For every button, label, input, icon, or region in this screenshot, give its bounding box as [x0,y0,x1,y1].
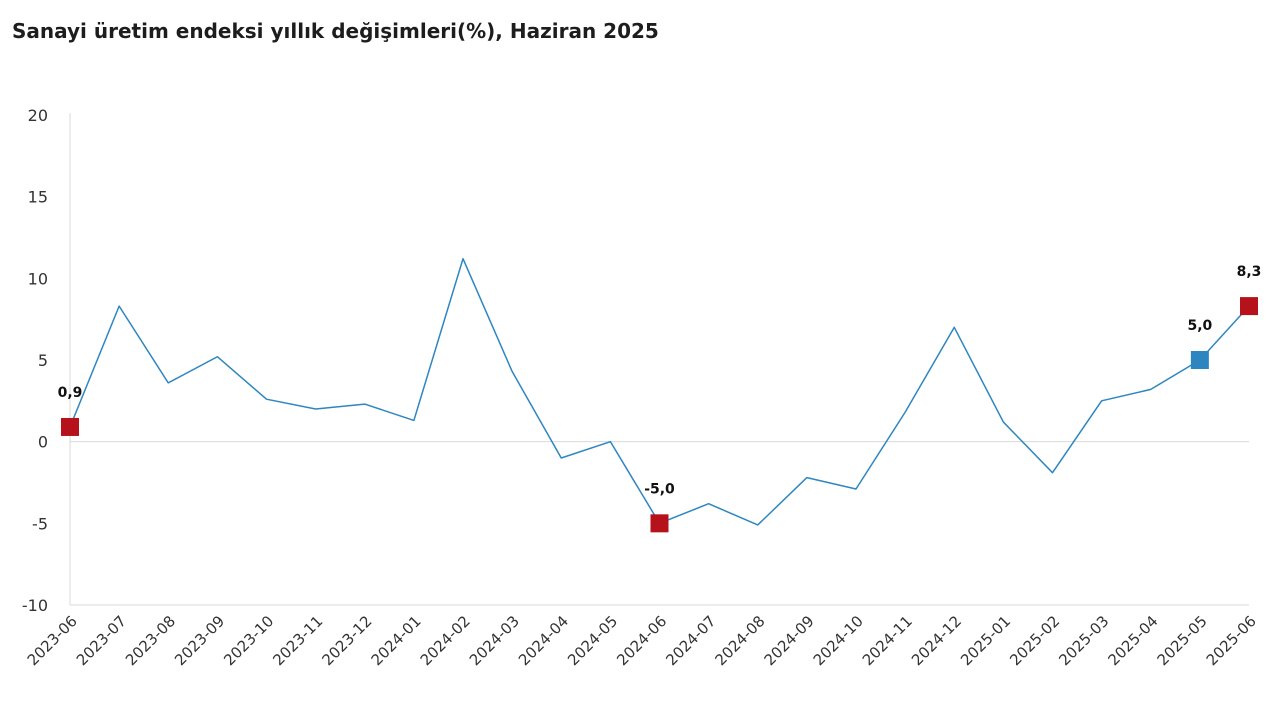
x-tick-label: 2023-08 [122,612,179,669]
chart-title: Sanayi üretim endeksi yıllık değişimleri… [12,19,659,43]
x-tick-label: 2025-06 [1203,612,1260,669]
x-tick-label: 2024-12 [908,612,965,669]
data-point-marker [1240,297,1258,316]
x-tick-label: 2023-06 [24,612,81,669]
data-label: 0,9 [58,385,83,401]
y-tick-label: 20 [28,106,48,125]
y-tick-label: -5 [32,514,48,533]
x-tick-label: 2024-03 [466,612,523,669]
x-tick-label: 2024-01 [368,612,425,669]
x-tick-label: 2024-08 [712,612,769,669]
data-label: 5,0 [1187,318,1212,334]
x-tick-label: 2024-11 [859,612,916,669]
x-tick-label: 2024-04 [515,612,572,669]
x-tick-label: 2025-01 [957,612,1014,669]
y-tick-label: -10 [22,596,48,615]
y-tick-label: 5 [38,351,48,370]
data-point-marker [1190,351,1209,369]
x-tick-label: 2023-09 [171,612,228,669]
data-label: 8,3 [1237,264,1262,280]
marker-group [61,297,1258,533]
x-tick-label: 2023-12 [319,612,376,669]
x-tick-label: 2024-09 [761,612,818,669]
y-tick-label: 10 [28,269,48,288]
x-tick-label: 2023-11 [269,612,326,669]
x-tick-label: 2024-10 [810,612,867,669]
data-label-group: 0,9 -5,0 5,0 8,3 [58,264,1262,497]
x-tick-label: 2024-07 [662,612,719,669]
x-tick-label: 2024-06 [613,612,670,669]
data-point-marker [650,514,669,533]
x-tick-label: 2025-03 [1055,612,1112,669]
y-tick-group: -10 -5 0 5 10 15 20 [22,106,48,615]
x-tick-label: 2025-04 [1105,612,1162,669]
x-tick-label: 2023-07 [73,612,130,669]
x-tick-label: 2024-05 [564,612,621,669]
data-point-marker [61,417,79,436]
x-tick-group: 2023-062023-072023-082023-092023-102023-… [24,612,1260,669]
data-label: -5,0 [644,481,675,497]
x-tick-label: 2025-05 [1154,612,1211,669]
x-tick-label: 2024-02 [417,612,474,669]
x-tick-label: 2023-10 [220,612,277,669]
y-tick-label: 15 [28,188,48,207]
y-tick-label: 0 [38,433,48,452]
x-tick-label: 2025-02 [1006,612,1063,669]
